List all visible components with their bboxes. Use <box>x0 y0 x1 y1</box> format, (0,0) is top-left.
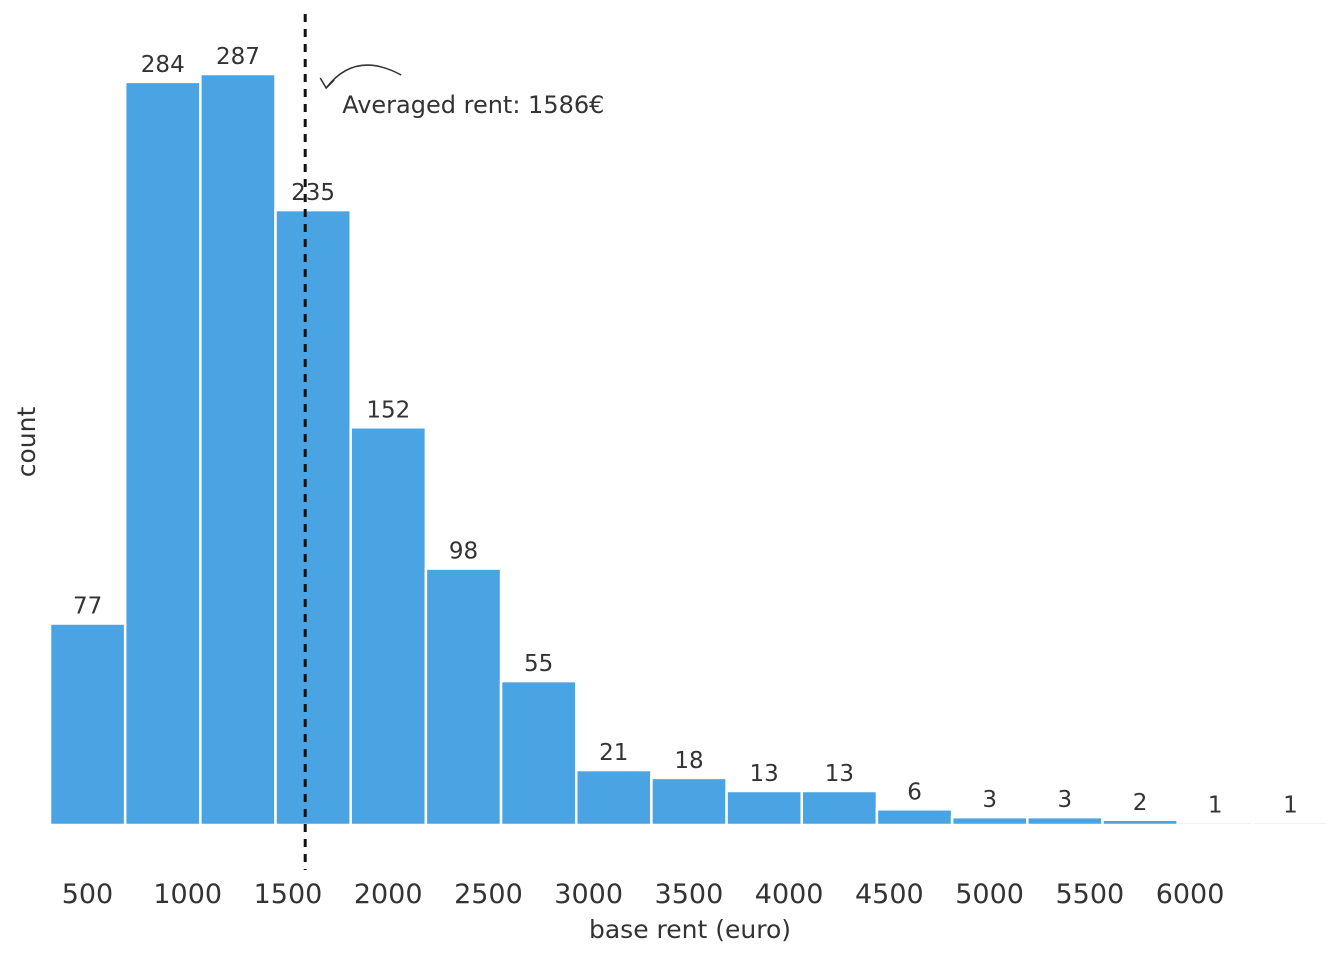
x-tick-label: 4000 <box>755 879 824 910</box>
histogram-bar <box>875 808 954 827</box>
bar-value-label: 77 <box>73 594 102 620</box>
bar-value-label: 21 <box>599 740 628 766</box>
bar-value-label: 18 <box>674 748 703 774</box>
histogram-bar <box>650 776 728 827</box>
histogram-bar <box>950 815 1029 827</box>
histogram-bar <box>499 679 578 827</box>
histogram-bar <box>48 622 127 827</box>
x-tick-label: 1500 <box>254 879 323 910</box>
bar-value-label: 3 <box>982 787 997 813</box>
bar-value-label: 13 <box>825 761 854 787</box>
mean-annotation: Averaged rent: 1586€ <box>342 91 604 119</box>
arrowhead-icon <box>319 77 335 90</box>
annotation-arrow-icon <box>325 64 402 89</box>
x-tick-label: 4500 <box>855 879 924 910</box>
x-tick-label: 5500 <box>1055 879 1124 910</box>
x-tick-label: 2000 <box>354 879 423 910</box>
x-axis-label: base rent (euro) <box>589 915 791 944</box>
bar-value-label: 152 <box>366 397 410 423</box>
x-tick-label: 3500 <box>655 879 724 910</box>
x-tick-label: 3000 <box>554 879 623 910</box>
bar-value-label: 1 <box>1208 792 1223 818</box>
histogram-bar <box>123 80 202 827</box>
bar-value-label: 287 <box>216 44 260 70</box>
bar-value-label: 1 <box>1283 792 1298 818</box>
x-tick-label: 2500 <box>454 879 523 910</box>
bar-value-label: 13 <box>750 761 779 787</box>
histogram-bar <box>1176 821 1255 827</box>
histogram-bar <box>1026 815 1104 827</box>
x-axis-ticks: 500 1000 1500 2000 2500 3000 3500 4000 4500 5000 5… <box>62 879 1225 910</box>
bar-value-label: 6 <box>907 779 922 805</box>
x-tick-label: 1000 <box>153 879 222 910</box>
bar-value-label: 284 <box>141 52 185 78</box>
histogram-bar <box>725 789 804 827</box>
histogram-bar <box>199 72 277 827</box>
histogram-bar <box>1251 821 1330 827</box>
histogram-bar <box>1101 818 1179 827</box>
histogram-bar <box>349 426 428 827</box>
bar-value-label: 3 <box>1058 787 1073 813</box>
y-axis-label: count <box>12 407 41 478</box>
histogram-bar <box>424 567 503 827</box>
bar-value-label: 98 <box>449 539 478 565</box>
bar-value-label: 235 <box>291 180 335 206</box>
x-tick-label: 5000 <box>955 879 1024 910</box>
histogram-bar <box>800 789 879 827</box>
bars-group <box>48 72 1330 827</box>
bar-value-label: 2 <box>1133 790 1148 816</box>
x-tick-label: 500 <box>62 879 114 910</box>
histogram-bar <box>574 768 653 827</box>
histogram-bar <box>274 208 352 827</box>
bar-value-label: 55 <box>524 651 553 677</box>
x-tick-label: 6000 <box>1156 879 1225 910</box>
